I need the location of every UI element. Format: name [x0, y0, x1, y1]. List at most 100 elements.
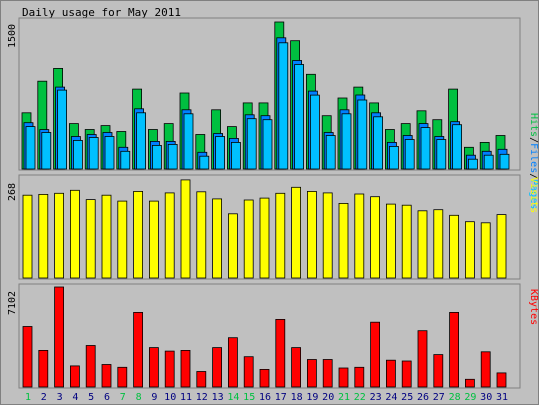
kbytes-bar: [306, 359, 317, 388]
kbytes-bar: [243, 356, 254, 388]
pages-bar: [41, 132, 52, 170]
x-tick-label: 9: [151, 392, 157, 403]
visits-bar: [117, 200, 128, 279]
visits-bar: [275, 192, 286, 279]
kbytes-bar: [338, 367, 349, 388]
kbytes-bar: [433, 354, 444, 388]
pages-bar: [104, 136, 115, 170]
x-tick-label: 11: [180, 392, 192, 403]
visits-bar: [385, 203, 396, 279]
pages-bar: [57, 89, 67, 170]
kbytes-bar: [70, 365, 80, 388]
pages-bar: [499, 153, 510, 170]
kbytes-bar: [259, 368, 270, 388]
kbytes-bar: [385, 359, 396, 388]
x-tick-label: 22: [354, 392, 366, 403]
pages-bar: [25, 126, 36, 170]
legend-visits: Visits: [528, 177, 538, 213]
x-tick-label: 14: [227, 392, 239, 403]
hits-panel-ymax-label: 1500: [7, 24, 18, 48]
kbytes-panel-ymax-label: 7102: [7, 291, 18, 315]
pages-bar: [151, 144, 162, 170]
pages-bar: [341, 113, 352, 170]
kbytes-bar: [464, 378, 475, 388]
x-tick-label: 28: [449, 392, 461, 403]
pages-bar: [483, 154, 494, 170]
x-tick-label: 18: [291, 392, 303, 403]
visits-bar: [243, 199, 254, 279]
kbytes-bar: [227, 337, 238, 388]
pages-bar: [88, 137, 99, 170]
visits-bar: [291, 186, 302, 279]
pages-bar: [467, 158, 478, 170]
x-tick-label: 23: [370, 392, 382, 403]
pages-bar: [199, 155, 210, 170]
pages-bar: [325, 135, 336, 170]
visits-bar: [54, 192, 64, 279]
x-tick-label: 25: [401, 392, 413, 403]
x-tick-label: 20: [322, 392, 334, 403]
pages-bar: [404, 139, 415, 170]
visits-bar: [338, 202, 349, 279]
visits-bar: [354, 193, 365, 279]
kbytes-bar: [54, 286, 64, 388]
visits-bar: [306, 190, 317, 279]
visits-bar: [227, 213, 238, 279]
x-tick-label: 29: [464, 392, 476, 403]
pages-bar: [388, 145, 399, 170]
kbytes-bar: [180, 349, 191, 388]
kbytes-bar: [117, 366, 128, 388]
x-tick-label: 12: [196, 392, 208, 403]
pages-bar: [309, 94, 320, 170]
kbytes-bar: [291, 347, 302, 388]
chart-title: Daily usage for May 2011: [22, 6, 181, 19]
x-tick-label: 4: [72, 392, 78, 403]
legend-pages: Pages: [528, 179, 538, 209]
x-tick-label: 2: [41, 392, 47, 403]
visits-bar: [322, 192, 333, 279]
visits-bar: [101, 194, 112, 279]
pages-bar: [357, 99, 368, 170]
kbytes-bar: [148, 347, 159, 388]
legend-hits: Hits: [528, 113, 538, 137]
x-tick-label: 24: [385, 392, 397, 403]
pages-bar: [167, 143, 178, 170]
visits-bar: [370, 196, 381, 279]
pages-bar: [183, 113, 194, 170]
legend-separator: /: [528, 137, 538, 143]
pages-bar: [294, 64, 305, 170]
legend-separator: /: [528, 173, 538, 179]
visits-bar: [401, 204, 412, 279]
visits-bar: [196, 191, 207, 279]
x-tick-label: 30: [480, 392, 492, 403]
visits-bar: [180, 179, 191, 279]
pages-bar: [436, 139, 447, 170]
legend-files: Files: [528, 143, 538, 173]
visits-bar: [38, 193, 49, 279]
kbytes-bar: [354, 366, 365, 388]
pages-bar: [452, 124, 463, 170]
x-tick-label: 15: [243, 392, 255, 403]
pages-bar: [373, 116, 384, 170]
visits-bar: [22, 194, 33, 279]
visits-bar: [133, 190, 144, 279]
visits-bar: [148, 200, 159, 279]
hits-panel-legend: Hits/Files/Pages: [528, 113, 538, 209]
x-tick-label: 10: [164, 392, 176, 403]
kbytes-bar: [22, 326, 33, 388]
pages-bar: [73, 139, 83, 170]
kbytes-bar: [417, 330, 428, 388]
x-tick-label: 1: [25, 392, 31, 403]
visits-bar: [449, 214, 460, 279]
visits-bar: [417, 210, 428, 279]
legend-kbytes: KBytes: [528, 289, 538, 325]
pages-bar: [230, 141, 241, 170]
pages-bar: [246, 118, 257, 170]
visits-bar: [85, 199, 96, 279]
kbytes-bar: [133, 311, 144, 388]
kbytes-bar: [480, 351, 491, 388]
kbytes-bar: [275, 318, 286, 388]
kbytes-bar: [38, 349, 49, 388]
kbytes-bar: [496, 372, 507, 388]
